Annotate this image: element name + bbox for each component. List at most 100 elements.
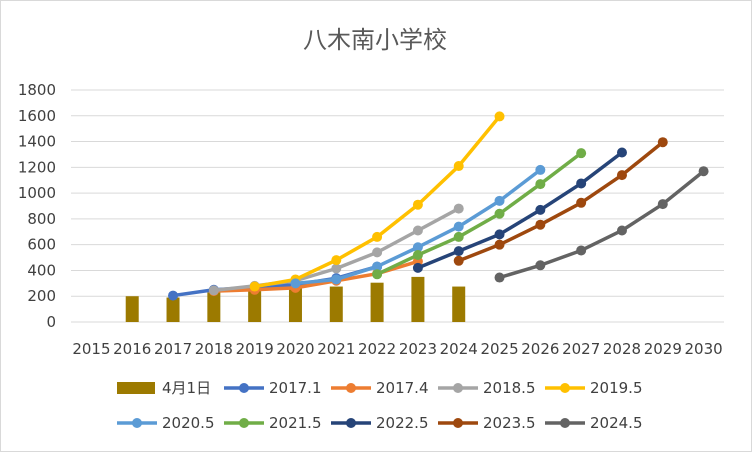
y-tick-label: 400 <box>27 261 56 279</box>
data-point <box>412 242 423 253</box>
legend-label: 2022.5 <box>376 414 429 432</box>
legend-label: 2021.5 <box>269 414 322 432</box>
x-tick-label: 2026 <box>521 340 559 358</box>
series-line <box>375 151 583 277</box>
y-tick-label: 1000 <box>18 184 56 202</box>
x-tick-label: 2017 <box>154 340 192 358</box>
y-tick-label: 200 <box>27 287 56 305</box>
data-point <box>412 262 423 273</box>
data-point <box>616 225 627 236</box>
bar <box>125 296 139 322</box>
y-tick-label: 1600 <box>18 107 56 125</box>
bar <box>370 282 384 322</box>
legend-swatch-marker <box>560 383 570 393</box>
data-point <box>698 166 709 177</box>
legend-label: 2018.5 <box>483 379 536 397</box>
data-point <box>576 148 587 159</box>
legend-label: 4月1日 <box>162 379 211 397</box>
line-series <box>412 147 627 273</box>
bar <box>329 286 343 322</box>
data-point <box>331 274 342 285</box>
bar <box>166 297 180 322</box>
line-series <box>290 164 546 289</box>
x-tick-label: 2016 <box>113 340 151 358</box>
data-point <box>453 221 464 232</box>
bar <box>411 276 425 322</box>
data-point <box>535 260 546 271</box>
line-series <box>453 137 668 266</box>
data-point <box>453 231 464 242</box>
data-point <box>208 285 219 296</box>
data-point <box>657 199 668 210</box>
chart-title: 八木南小学校 <box>303 26 447 54</box>
x-tick-label: 2021 <box>317 340 355 358</box>
x-tick-label: 2015 <box>72 340 110 358</box>
legend-swatch <box>117 382 155 394</box>
data-point <box>331 255 342 266</box>
legend-item: 4月1日 <box>117 379 211 397</box>
legend-swatch-marker <box>453 418 463 428</box>
legend-item: 2019.5 <box>545 379 643 397</box>
legend-item: 2018.5 <box>438 379 536 397</box>
line-series <box>372 148 587 280</box>
legend-swatch-marker <box>346 418 356 428</box>
legend-label: 2023.5 <box>483 414 536 432</box>
bar <box>288 287 302 322</box>
data-point <box>576 178 587 189</box>
data-point <box>494 239 505 250</box>
gridlines <box>71 89 724 323</box>
x-tick-label: 2028 <box>603 340 641 358</box>
y-tick-label: 1400 <box>18 133 56 151</box>
data-point <box>453 203 464 214</box>
legend-swatch-marker <box>346 383 356 393</box>
x-tick-label: 2024 <box>440 340 478 358</box>
data-point <box>535 219 546 230</box>
series-line <box>456 140 665 263</box>
y-axis: 0 200 400 600 800 1000 1200 1400 1600 1800 <box>18 81 56 331</box>
data-point <box>535 164 546 175</box>
x-tick-label: 2022 <box>358 340 396 358</box>
legend-label: 2020.5 <box>162 414 215 432</box>
bar <box>207 292 221 322</box>
data-point <box>494 195 505 206</box>
legend-swatch-marker <box>239 383 249 393</box>
data-point <box>576 245 587 256</box>
data-point <box>535 179 546 190</box>
x-tick-label: 2023 <box>399 340 437 358</box>
legend-label: 2017.1 <box>269 379 322 397</box>
y-tick-label: 0 <box>46 313 56 331</box>
data-point <box>535 204 546 215</box>
data-point <box>372 269 383 280</box>
data-point <box>372 247 383 258</box>
data-point <box>576 197 587 208</box>
legend-label: 2019.5 <box>590 379 643 397</box>
data-point <box>657 137 668 148</box>
legend: 4月1日 2017.1 2017.4 2018.5 2019.5 2020.5 2021.5… <box>117 379 643 432</box>
bar <box>248 291 262 322</box>
data-point <box>616 170 627 181</box>
legend-label: 2017.4 <box>376 379 429 397</box>
line-series <box>168 261 383 301</box>
data-point <box>412 199 423 210</box>
data-point <box>494 208 505 219</box>
data-point <box>168 290 179 301</box>
data-point <box>249 281 260 292</box>
data-point <box>331 263 342 274</box>
data-point <box>412 225 423 236</box>
line-series-group <box>168 111 709 301</box>
x-tick-label: 2020 <box>276 340 314 358</box>
y-tick-label: 600 <box>27 236 56 254</box>
data-point <box>453 246 464 257</box>
y-tick-label: 800 <box>27 210 56 228</box>
data-point <box>453 161 464 172</box>
legend-item: 2020.5 <box>117 414 215 432</box>
data-point <box>616 147 627 158</box>
x-tick-label: 2029 <box>644 340 682 358</box>
legend-item: 2017.1 <box>224 379 322 397</box>
series-line <box>497 169 706 280</box>
bar <box>452 286 466 322</box>
y-tick-label: 1200 <box>18 158 56 176</box>
x-axis: 2015 2016 2017 2018 2019 2020 2021 2022 2023 2024… <box>72 340 722 358</box>
y-tick-label: 1800 <box>18 81 56 99</box>
